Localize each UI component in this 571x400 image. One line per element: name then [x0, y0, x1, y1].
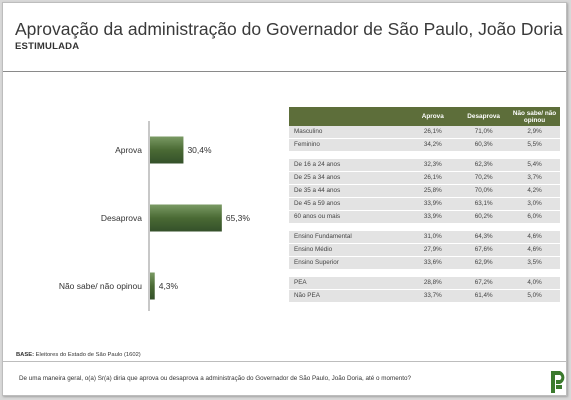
cell-value: 32,3%: [407, 159, 459, 172]
cell-value: 6,0%: [509, 211, 560, 224]
table-header-blank: [289, 107, 408, 126]
value-label-2: 4,3%: [159, 281, 179, 291]
cell-value: 5,0%: [509, 290, 560, 303]
table-row: De 16 a 24 anos 32,3% 62,3% 5,4%: [289, 159, 560, 172]
breakdown-table: Aprova Desaprova Não sabe/ não opinou Ma…: [289, 107, 560, 303]
cell-value: 28,8%: [407, 277, 459, 290]
table-header-desaprova: Desaprova: [458, 107, 510, 126]
cell-value: 67,2%: [458, 277, 510, 290]
cell-value: 27,9%: [407, 244, 459, 257]
table-group-separator: [289, 152, 560, 159]
row-label: De 16 a 24 anos: [289, 159, 408, 172]
table-row: De 35 a 44 anos 25,8% 70,0% 4,2%: [289, 185, 560, 198]
base-text: Eleitores do Estado de São Paulo (1602): [35, 352, 141, 358]
separator-cell: [289, 270, 560, 277]
table-row: Não PEA 33,7% 61,4% 5,0%: [289, 290, 560, 303]
category-label-0: Aprova: [115, 145, 142, 155]
approval-bar-chart: Aprova 30,4% Desaprova 65,3% Não sabe/ não o…: [59, 121, 251, 311]
bar-2: [150, 272, 155, 300]
row-label: Feminino: [289, 139, 408, 152]
cell-value: 4,6%: [509, 231, 560, 244]
cell-value: 5,4%: [509, 159, 560, 172]
cell-value: 26,1%: [407, 126, 459, 139]
cell-value: 26,1%: [407, 172, 459, 185]
cell-value: 33,7%: [407, 290, 459, 303]
cell-value: 60,3%: [458, 139, 510, 152]
cell-value: 67,6%: [458, 244, 510, 257]
table-group-separator: [289, 224, 560, 231]
survey-question: De uma maneira geral, o(a) Sr(a) diria q…: [19, 375, 412, 382]
table-row: Ensino Fundamental 31,0% 64,3% 4,6%: [289, 231, 560, 244]
cell-value: 70,2%: [458, 172, 510, 185]
table-row: De 25 a 34 anos 26,1% 70,2% 3,7%: [289, 172, 560, 185]
base-note: BASE: Eleitores do Estado de São Paulo (…: [16, 352, 141, 358]
cell-value: 3,7%: [509, 172, 560, 185]
category-label-1: Desaprova: [101, 213, 142, 223]
row-label: Ensino Fundamental: [289, 231, 408, 244]
page-title: Aprovação da administração do Governador…: [15, 19, 563, 39]
cell-value: 61,4%: [458, 290, 510, 303]
separator-cell: [289, 224, 560, 231]
table-header-aprova: Aprova: [407, 107, 459, 126]
table-row: Ensino Médio 27,9% 67,6% 4,6%: [289, 244, 560, 257]
cell-value: 33,9%: [407, 198, 459, 211]
row-label: Ensino Superior: [289, 257, 408, 270]
bar-0: [150, 136, 184, 164]
cell-value: 70,0%: [458, 185, 510, 198]
table-header-row: Aprova Desaprova Não sabe/ não opinou: [289, 107, 560, 126]
cell-value: 34,2%: [407, 139, 459, 152]
cell-value: 64,3%: [458, 231, 510, 244]
table-row: PEA 28,8% 67,2% 4,0%: [289, 277, 560, 290]
cell-value: 33,6%: [407, 257, 459, 270]
cell-value: 4,2%: [509, 185, 560, 198]
cell-value: 4,6%: [509, 244, 560, 257]
cell-value: 63,1%: [458, 198, 510, 211]
cell-value: 62,3%: [458, 159, 510, 172]
cell-value: 2,9%: [509, 126, 560, 139]
table-header-nao-sabe: Não sabe/ não opinou: [509, 107, 560, 126]
cell-value: 31,0%: [407, 231, 459, 244]
table-row: Ensino Superior 33,6% 62,9% 3,5%: [289, 257, 560, 270]
cell-value: 5,5%: [509, 139, 560, 152]
p-logo-icon: [551, 371, 565, 393]
value-label-0: 30,4%: [187, 145, 212, 155]
cell-value: 33,9%: [407, 211, 459, 224]
slide: Aprovação da administração do Governador…: [2, 2, 567, 396]
page-subtitle: ESTIMULADA: [15, 41, 80, 52]
separator-cell: [289, 152, 560, 159]
row-label: PEA: [289, 277, 408, 290]
row-label: Ensino Médio: [289, 244, 408, 257]
category-label-2: Não sabe/ não opinou: [59, 281, 142, 291]
cell-value: 62,9%: [458, 257, 510, 270]
table-group-separator: [289, 270, 560, 277]
cell-value: 3,5%: [509, 257, 560, 270]
base-label: BASE:: [16, 352, 35, 358]
row-label: De 35 a 44 anos: [289, 185, 408, 198]
table-row: 60 anos ou mais 33,9% 60,2% 6,0%: [289, 211, 560, 224]
header-divider: [3, 71, 566, 72]
cell-value: 71,0%: [458, 126, 510, 139]
cell-value: 25,8%: [407, 185, 459, 198]
table-row: De 45 a 59 anos 33,9% 63,1% 3,0%: [289, 198, 560, 211]
value-label-1: 65,3%: [226, 213, 251, 223]
row-label: Não PEA: [289, 290, 408, 303]
cell-value: 60,2%: [458, 211, 510, 224]
row-label: 60 anos ou mais: [289, 211, 408, 224]
footer-divider: [3, 361, 566, 362]
bar-1: [150, 204, 222, 232]
table-row: Masculino 26,1% 71,0% 2,9%: [289, 126, 560, 139]
cell-value: 4,0%: [509, 277, 560, 290]
row-label: Masculino: [289, 126, 408, 139]
table-row: Feminino 34,2% 60,3% 5,5%: [289, 139, 560, 152]
row-label: De 45 a 59 anos: [289, 198, 408, 211]
row-label: De 25 a 34 anos: [289, 172, 408, 185]
cell-value: 3,0%: [509, 198, 560, 211]
